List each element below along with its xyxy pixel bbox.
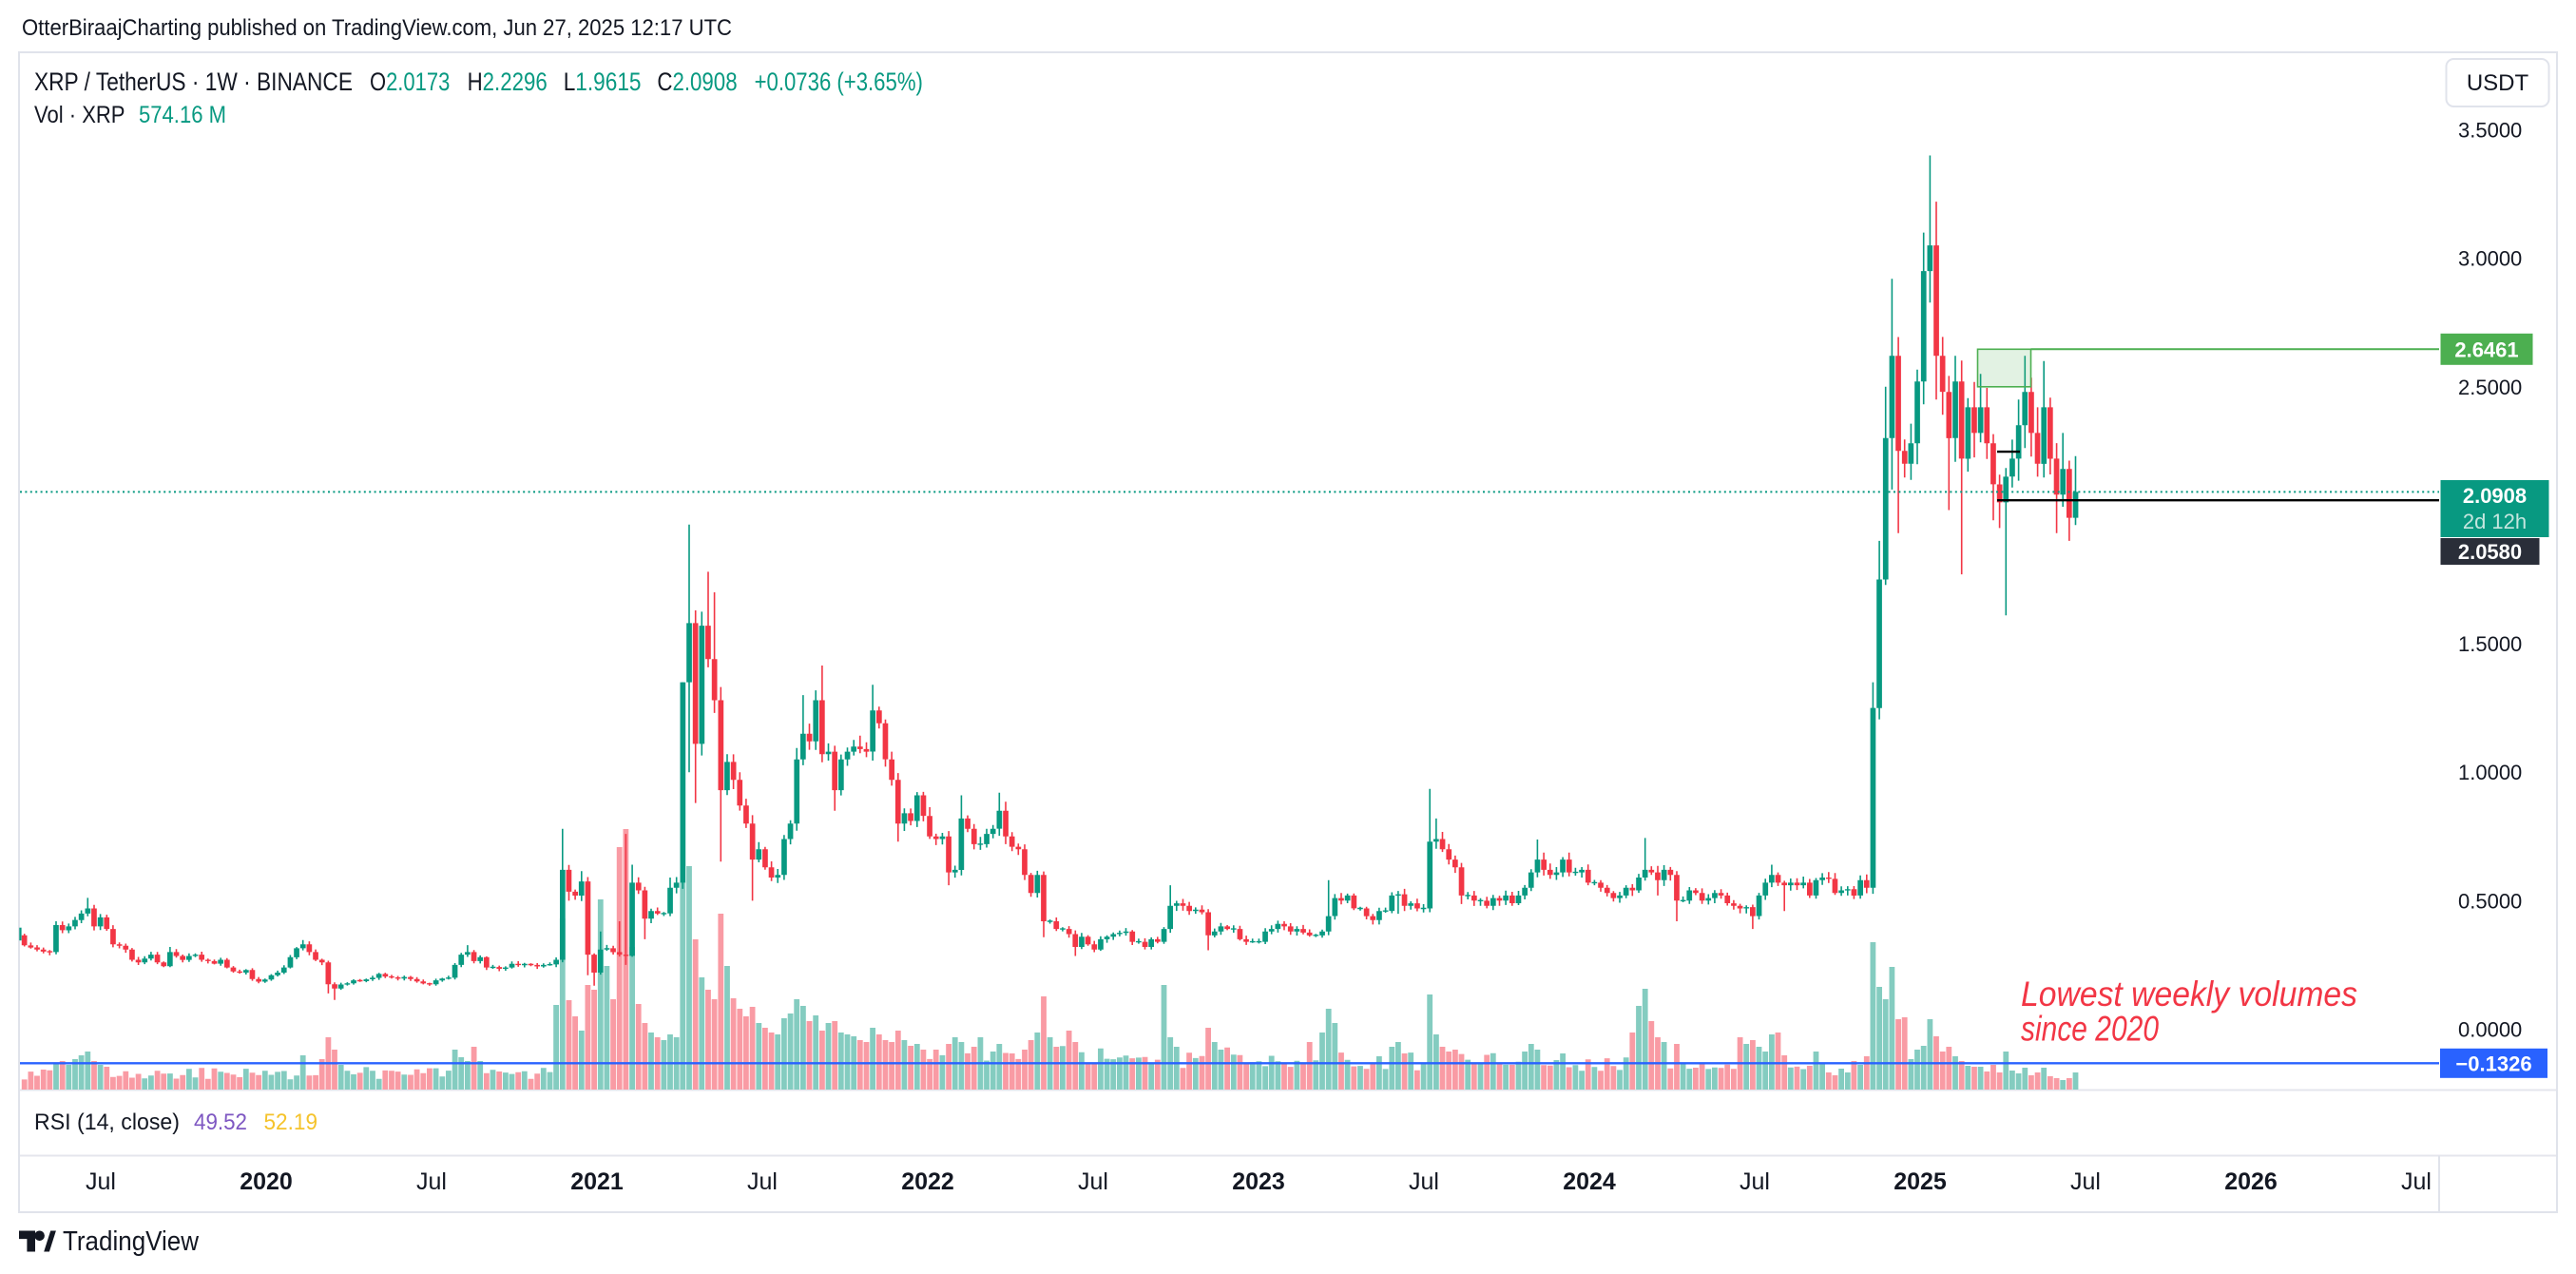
svg-text:2.0908: 2.0908 [2463, 484, 2527, 508]
svg-text:+0.0736 (+3.65%): +0.0736 (+3.65%) [755, 68, 923, 96]
svg-text:Jul: Jul [86, 1168, 116, 1195]
svg-text:1.5000: 1.5000 [2458, 632, 2522, 656]
svg-text:−0.1326: −0.1326 [2455, 1052, 2531, 1075]
svg-text:RSI (14, close): RSI (14, close) [34, 1110, 180, 1135]
svg-text:Jul: Jul [2401, 1168, 2432, 1195]
svg-text:O2.0173: O2.0173 [370, 68, 450, 96]
svg-text:Jul: Jul [416, 1168, 447, 1195]
svg-text:Vol · XRP: Vol · XRP [34, 102, 125, 128]
svg-text:2022: 2022 [901, 1168, 954, 1195]
svg-text:574.16 M: 574.16 M [139, 102, 226, 128]
svg-text:1.0000: 1.0000 [2458, 761, 2522, 784]
svg-text:2020: 2020 [240, 1168, 293, 1195]
svg-text:2026: 2026 [2224, 1168, 2278, 1195]
svg-text:2d 12h: 2d 12h [2463, 510, 2527, 533]
svg-text:TradingView: TradingView [63, 1226, 200, 1257]
svg-text:Jul: Jul [1409, 1168, 1439, 1195]
svg-text:2025: 2025 [1894, 1168, 1947, 1195]
svg-text:Jul: Jul [1740, 1168, 1770, 1195]
svg-text:Jul: Jul [1078, 1168, 1108, 1195]
svg-text:52.19: 52.19 [264, 1110, 318, 1135]
svg-text:0.0000: 0.0000 [2458, 1018, 2522, 1042]
svg-text:2023: 2023 [1232, 1168, 1285, 1195]
svg-text:2.6461: 2.6461 [2454, 338, 2518, 361]
svg-text:OtterBiraajCharting published: OtterBiraajCharting published on Trading… [22, 15, 732, 41]
svg-text:USDT: USDT [2467, 70, 2529, 96]
svg-text:XRP / TetherUS · 1W · BINANCE: XRP / TetherUS · 1W · BINANCE [34, 68, 353, 96]
svg-text:2.0580: 2.0580 [2458, 540, 2522, 564]
svg-text:Jul: Jul [2070, 1168, 2101, 1195]
svg-text:3.5000: 3.5000 [2458, 118, 2522, 142]
svg-text:3.0000: 3.0000 [2458, 247, 2522, 271]
svg-text:C2.0908: C2.0908 [657, 68, 737, 96]
svg-text:2021: 2021 [570, 1168, 624, 1195]
svg-text:H2.2296: H2.2296 [468, 68, 548, 96]
svg-text:Jul: Jul [747, 1168, 778, 1195]
svg-text:since 2020: since 2020 [2021, 1010, 2159, 1049]
svg-text:2.5000: 2.5000 [2458, 376, 2522, 399]
svg-text:Lowest weekly volumes: Lowest weekly volumes [2021, 975, 2357, 1013]
svg-text:L1.9615: L1.9615 [564, 68, 642, 96]
svg-text:0.5000: 0.5000 [2458, 889, 2522, 913]
svg-text:49.52: 49.52 [194, 1110, 247, 1135]
svg-text:2024: 2024 [1563, 1168, 1616, 1195]
